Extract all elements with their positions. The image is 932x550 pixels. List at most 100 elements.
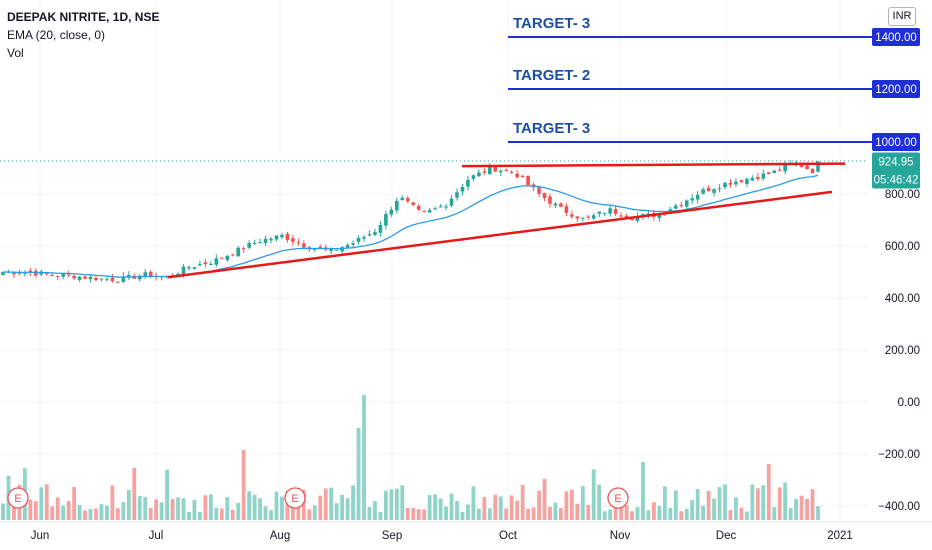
candle-body [88,276,93,279]
earnings-marker-icon[interactable] [284,487,306,509]
candle-body [460,187,465,192]
volume-bar [33,501,38,520]
x-tick-label: Jul [149,530,164,542]
candle-body [94,277,98,281]
candle-body [148,271,153,278]
volume-bar [799,495,804,520]
symbol-title[interactable]: DEEPAK NITRITE, 1D, NSE [7,10,160,24]
candle-body [498,170,503,173]
volume-bar [630,511,634,520]
candle-body [750,177,755,181]
candle-body [351,243,355,245]
volume-bar [619,505,623,520]
currency-badge[interactable]: INR [888,7,916,26]
earnings-marker-icon[interactable] [607,487,629,509]
volume-bar [88,509,93,520]
chart-legend: DEEPAK NITRITE, 1D, NSE EMA (20, close, … [7,8,159,62]
candle-body [285,233,290,240]
candle-body [389,209,394,215]
candle-body [575,216,580,219]
candle-body [783,164,787,172]
candle-body [559,203,563,207]
resistance-trendline[interactable] [461,162,846,168]
volume-bar [323,488,328,520]
volume-bar [569,489,574,520]
candle-body [504,169,509,171]
support-trendline[interactable] [167,190,833,279]
candlesticks [1,160,820,284]
volume-bar [165,469,169,520]
volume-bar [728,509,733,520]
x-tick-label: 2021 [827,530,853,542]
volume-indicator-label[interactable]: Vol [7,46,24,60]
last-price-label: 924.95 [878,157,913,169]
volume-bar [132,467,137,520]
candle-body [602,212,607,214]
volume-bar [1,503,5,520]
candle-body [477,172,481,177]
candle-body [345,244,350,249]
y-tick-label: −400.00 [878,501,920,513]
candle-body [44,273,49,275]
volume-bar [400,485,405,520]
candle-body [449,198,454,206]
volume-bar [416,509,421,520]
candle-body [258,242,262,244]
candle-body [493,165,498,172]
y-tick-label: 200.00 [885,345,920,357]
candle-body [630,218,634,221]
candle-body [553,203,558,206]
last-price-tag[interactable] [872,152,920,189]
volume-bar [559,508,563,520]
volume-bar [126,489,131,520]
volume-bar [99,504,104,520]
candle-body [635,216,640,221]
candle-body [816,161,820,172]
candle-body [422,210,426,212]
candle-body [756,177,760,180]
target-price-tag-label: 1200.00 [875,84,917,96]
volume-bar [679,511,684,520]
volume-bar [110,485,115,520]
volume-bar [652,502,656,520]
volume-bar [498,496,503,520]
candle-body [23,272,27,274]
volume-bar [662,486,667,520]
candle-body [717,188,722,190]
volume-bar [301,489,306,520]
candle-body [334,249,339,251]
volume-bar [794,498,799,520]
volume-bar [542,478,547,520]
volume-bar [356,428,361,520]
volume-bar [766,464,771,520]
ema-line [2,174,819,278]
volume-bar [509,495,514,520]
volume-bar [564,491,569,520]
volume-bar [394,488,399,520]
volume-bar [613,498,618,520]
candle-body [799,164,804,168]
volume-bar [690,499,695,520]
candle-body [564,206,569,213]
x-tick-label: Nov [610,530,631,542]
ema-indicator-label[interactable]: EMA (20, close, 0) [7,28,106,42]
volume-bar [433,494,438,520]
volume-bar [50,506,55,520]
volume-bar [455,500,459,520]
y-tick-label: 0.00 [898,397,920,409]
volume-bar [148,508,153,520]
volume-bar [750,484,755,520]
volume-bar [225,497,230,520]
earnings-marker-icon[interactable] [7,487,29,509]
volume-bar [646,510,651,520]
candle-body [400,197,405,201]
volume-bar [367,507,372,520]
volume-bar [345,498,350,520]
candle-body [570,214,574,217]
candle-body [77,276,82,280]
volume-bar [788,507,793,520]
ema-line [2,174,819,278]
volume-bar [624,505,629,520]
volume-bar [460,511,465,520]
